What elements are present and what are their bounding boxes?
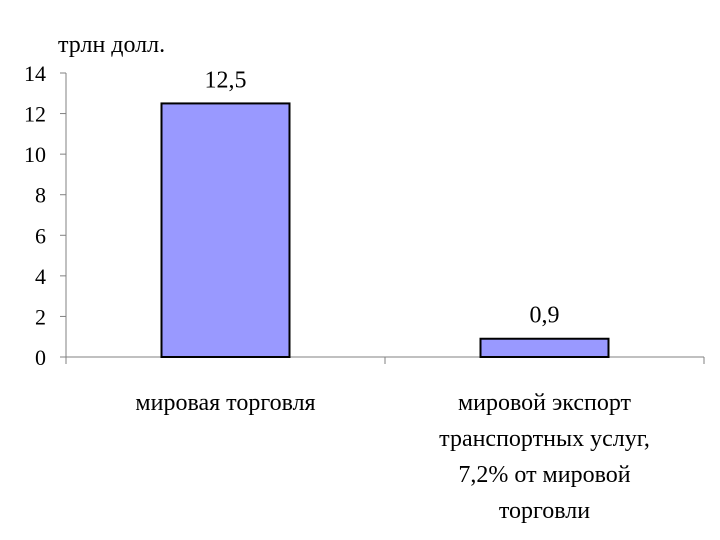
bars: [160, 102, 610, 359]
bar: [479, 337, 610, 359]
y-tick-label: 4: [35, 264, 46, 289]
y-tick-label: 6: [35, 223, 46, 248]
data-labels: 12,5 0,9: [205, 67, 560, 328]
category-label: торговли: [499, 498, 590, 524]
y-tick-label: 12: [24, 102, 46, 127]
category-label: 7,2% от мировой: [458, 462, 630, 488]
y-tick-label: 14: [24, 61, 46, 86]
data-label: 0,9: [530, 303, 560, 329]
y-unit-label: трлн долл.: [58, 32, 165, 58]
data-label: 12,5: [205, 67, 247, 93]
category-label: транспортных услуг,: [439, 426, 650, 452]
y-tick-label: 2: [35, 304, 46, 329]
y-tick-label: 0: [35, 345, 46, 370]
axes: 0 2 4 6 8 10 12 14: [24, 61, 705, 370]
category-label: мировой экспорт: [458, 390, 632, 416]
bar: [160, 102, 291, 358]
category-label: мировая торговля: [135, 390, 315, 416]
category-labels: мировая торговля мировой экспорт транспорт…: [135, 390, 649, 524]
y-tick-label: 8: [35, 183, 46, 208]
y-tick-label: 10: [24, 142, 46, 167]
